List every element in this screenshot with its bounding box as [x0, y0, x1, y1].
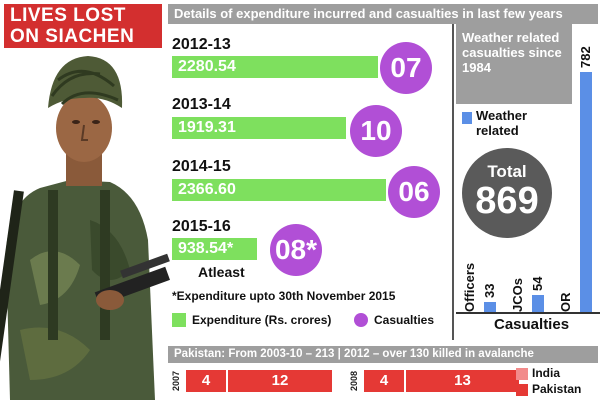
weather-header-box [456, 24, 572, 104]
atleast-note: Atleast [198, 264, 245, 280]
legend-label-india: India [532, 366, 561, 380]
casualty-value: 06 [398, 176, 430, 207]
total-label: Total [487, 162, 527, 181]
page-title: LIVES LOST ON SIACHEN [4, 4, 162, 48]
year-label: 2012-13 [172, 36, 231, 53]
pakistan-year-label: 2007 [171, 370, 181, 392]
casualty-bar-officers [484, 301, 496, 312]
expenditure-bar: 938.54* [172, 238, 257, 260]
year-label: 2015-16 [172, 218, 231, 235]
chart-title: Details of expenditure incurred and casu… [168, 4, 598, 24]
total-value: 869 [475, 180, 539, 222]
footnote: *Expenditure upto 30th November 2015 [172, 289, 396, 303]
x-axis-label: Casualties [494, 316, 570, 333]
india-segment: 4 [186, 370, 226, 392]
pakistan-bars-area: 2007 4 12 2008 4 13 India Pakistan [168, 364, 598, 400]
panel-divider [452, 24, 454, 340]
legend-swatch-casualties [354, 313, 368, 327]
expenditure-value: 2366.60 [178, 181, 236, 198]
casualty-value-jcos: 54 [530, 276, 545, 292]
title-line-2: ON SIACHEN [10, 26, 135, 47]
pakistan-year-label: 2008 [349, 370, 359, 392]
pakistan-segment: 12 [228, 370, 332, 392]
expenditure-bar: 2280.54 [172, 56, 378, 78]
year-label: 2014-15 [172, 158, 231, 175]
india-segment: 4 [364, 370, 404, 392]
casualty-circle: 07 [380, 42, 432, 94]
soldier-photo [0, 0, 170, 400]
legend-label-pakistan: Pakistan [532, 382, 582, 396]
year-label: 2013-14 [172, 96, 231, 113]
casualty-circle: 10 [350, 105, 402, 157]
casualty-category-officers: Officers [462, 262, 477, 312]
legend-swatch-weather [462, 112, 472, 124]
legend-swatch-india [516, 368, 528, 380]
casualty-value-or: 782 [578, 46, 593, 68]
expenditure-value: 1919.31 [178, 119, 236, 136]
total-circle: Total 869 [462, 148, 552, 238]
casualty-value-officers: 33 [482, 283, 497, 298]
casualty-category-or: OR [558, 292, 573, 313]
casualty-value: 08* [274, 234, 318, 265]
casualty-circle: 08* [270, 224, 322, 276]
legend-label-expenditure: Expenditure (Rs. crores) [192, 313, 332, 327]
pakistan-header: Pakistan: From 2003-10 – 213 | 2012 – ov… [168, 346, 598, 363]
casualty-bar-or [580, 72, 592, 312]
legend-label-weather: Weather related [476, 108, 528, 138]
expenditure-value: 2280.54 [178, 58, 236, 75]
axis-line [456, 312, 600, 314]
casualty-category-jcos: JCOs [510, 278, 525, 312]
legend-swatch-pakistan [516, 384, 528, 396]
casualty-circle: 06 [388, 166, 440, 218]
expenditure-bar: 2366.60 [172, 179, 386, 201]
pakistan-segment: 13 [406, 370, 519, 392]
expenditure-bar: 1919.31 [172, 117, 346, 139]
casualty-bar-jcos [532, 295, 544, 312]
legend-label-casualties: Casualties [374, 313, 435, 327]
expenditure-value: 938.54* [178, 240, 234, 257]
weather-bars-area: 33 Officers 54 JCOs 782 OR [456, 24, 600, 320]
weather-header: Weather related casualties since 1984 [462, 30, 562, 75]
casualty-value: 07 [390, 52, 422, 83]
legend-swatch-expenditure [172, 313, 186, 327]
casualty-value: 10 [360, 115, 392, 146]
title-line-1: LIVES LOST [10, 5, 126, 26]
